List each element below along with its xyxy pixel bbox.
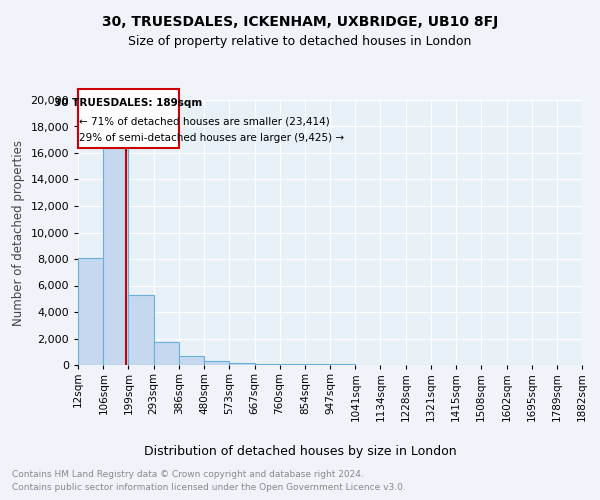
Bar bbox=[128, 296, 154, 365]
Bar bbox=[103, 146, 128, 365]
Bar bbox=[179, 356, 204, 365]
Bar bbox=[204, 361, 229, 365]
Bar bbox=[229, 362, 254, 365]
Text: 29% of semi-detached houses are larger (9,425) →: 29% of semi-detached houses are larger (… bbox=[79, 132, 344, 142]
Bar bbox=[78, 90, 179, 148]
Text: Size of property relative to detached houses in London: Size of property relative to detached ho… bbox=[128, 35, 472, 48]
Bar bbox=[254, 364, 280, 365]
Bar bbox=[280, 364, 305, 365]
Text: 30, TRUESDALES, ICKENHAM, UXBRIDGE, UB10 8FJ: 30, TRUESDALES, ICKENHAM, UXBRIDGE, UB10… bbox=[102, 15, 498, 29]
Text: ← 71% of detached houses are smaller (23,414): ← 71% of detached houses are smaller (23… bbox=[79, 116, 330, 126]
Bar bbox=[78, 258, 103, 365]
Bar bbox=[330, 364, 355, 365]
Bar bbox=[154, 342, 179, 365]
Text: Distribution of detached houses by size in London: Distribution of detached houses by size … bbox=[143, 445, 457, 458]
Bar bbox=[305, 364, 330, 365]
Y-axis label: Number of detached properties: Number of detached properties bbox=[12, 140, 25, 326]
Text: Contains HM Land Registry data © Crown copyright and database right 2024.: Contains HM Land Registry data © Crown c… bbox=[12, 470, 364, 479]
Text: 30 TRUESDALES: 189sqm: 30 TRUESDALES: 189sqm bbox=[54, 98, 203, 108]
Text: Contains public sector information licensed under the Open Government Licence v3: Contains public sector information licen… bbox=[12, 482, 406, 492]
